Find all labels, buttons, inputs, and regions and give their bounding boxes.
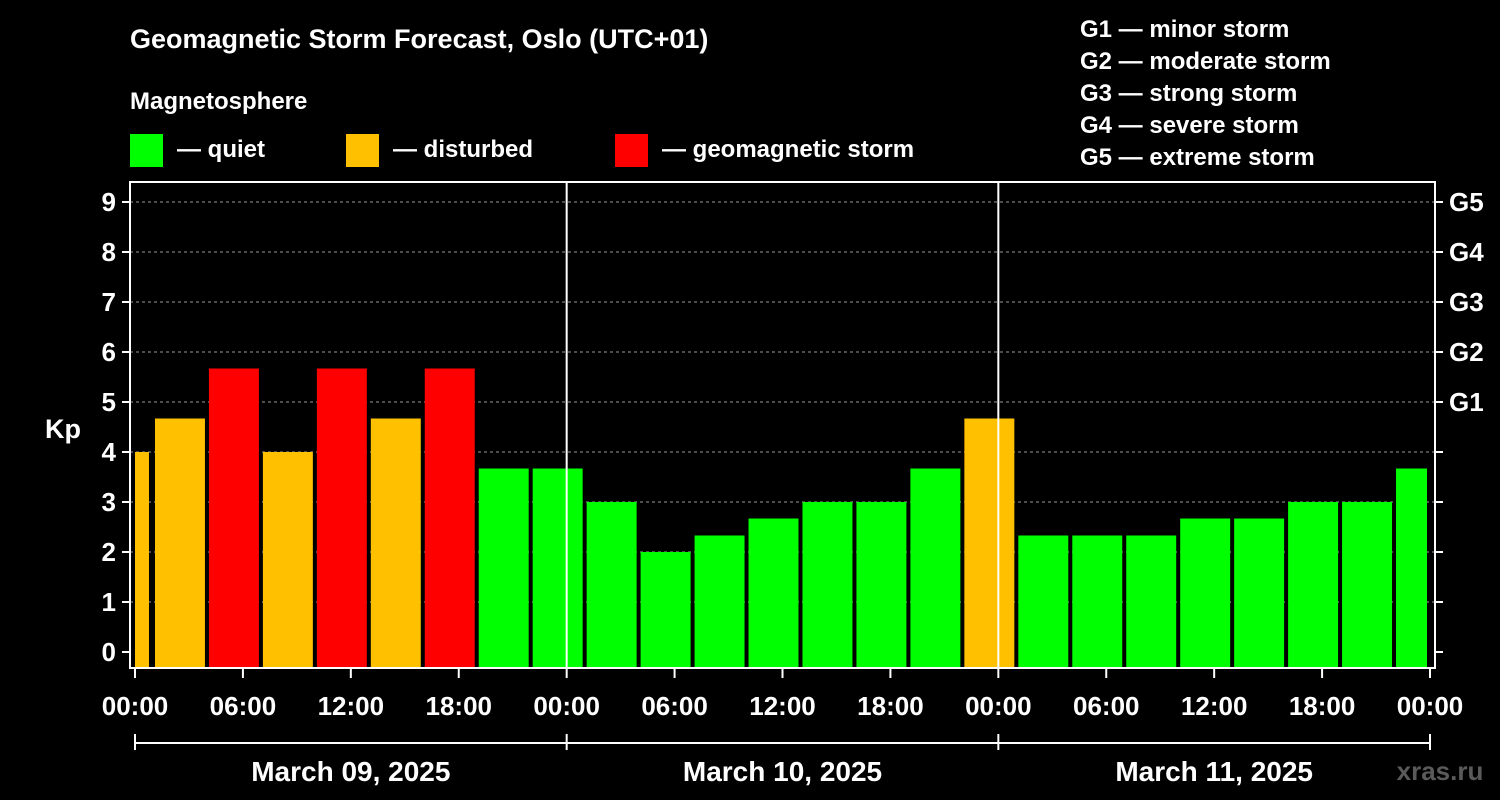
kp-bar	[1288, 502, 1339, 668]
y-tick-label: 6	[102, 337, 116, 367]
chart-title: Geomagnetic Storm Forecast, Oslo (UTC+01…	[130, 24, 708, 54]
kp-bar	[1342, 502, 1393, 668]
kp-bar	[586, 502, 637, 668]
kp-bar	[532, 468, 583, 668]
y-axis-label: Kp	[45, 414, 81, 444]
x-tick-label: 06:00	[641, 691, 708, 721]
x-tick-label: 18:00	[857, 691, 924, 721]
kp-bar	[1126, 535, 1177, 668]
g-scale-g3: G3 — strong storm	[1080, 80, 1297, 107]
legend-label-quiet: — quiet	[177, 136, 265, 163]
legend-swatch-disturbed	[346, 134, 379, 167]
kp-bar	[135, 452, 149, 668]
legend-heading: Magnetosphere	[130, 88, 307, 115]
kp-bar	[478, 468, 529, 668]
y-tick-label: 4	[102, 437, 117, 467]
x-tick-label: 06:00	[210, 691, 277, 721]
x-tick-label: 12:00	[1181, 691, 1248, 721]
kp-bar	[370, 418, 421, 668]
kp-bar	[424, 368, 475, 668]
kp-bar	[1018, 535, 1069, 668]
axes: 0 1 2 3 4 5 6 7 8 9 G1 G2 G3 G4 G5 00:00 06:00 12:00 18:00…	[102, 181, 1484, 787]
g-tick-label: G3	[1449, 287, 1484, 317]
legend-swatch-storm	[615, 134, 648, 167]
kp-bar	[640, 552, 691, 668]
g-scale-g2: G2 — moderate storm	[1080, 48, 1331, 75]
y-tick-label: 0	[102, 637, 116, 667]
x-tick-label: 00:00	[1397, 691, 1464, 721]
x-tick-label: 00:00	[102, 691, 169, 721]
g-tick-label: G2	[1449, 337, 1484, 367]
g-scale-g5: G5 — extreme storm	[1080, 144, 1315, 171]
kp-bar	[154, 418, 205, 668]
y-tick-label: 1	[102, 587, 116, 617]
watermark: xras.ru	[1397, 756, 1484, 786]
x-tick-label: 18:00	[426, 691, 493, 721]
x-tick-label: 12:00	[749, 691, 816, 721]
y-tick-label: 9	[102, 187, 116, 217]
g-tick-label: G4	[1449, 237, 1484, 267]
kp-bar	[856, 502, 907, 668]
x-tick-label: 18:00	[1289, 691, 1356, 721]
y-tick-label: 3	[102, 487, 116, 517]
bars	[135, 368, 1427, 668]
x-tick-label: 00:00	[965, 691, 1032, 721]
kp-bar	[694, 535, 745, 668]
kp-bar	[964, 418, 1015, 668]
g-scale-g1: G1 — minor storm	[1080, 16, 1289, 43]
g-tick-label: G1	[1449, 387, 1484, 417]
y-tick-label: 2	[102, 537, 116, 567]
kp-bar	[1396, 468, 1427, 668]
date-label: March 09, 2025	[251, 756, 450, 787]
kp-bar	[910, 468, 961, 668]
kp-bar	[262, 452, 313, 668]
y-tick-label: 8	[102, 237, 116, 267]
legend-swatch-quiet	[130, 134, 163, 167]
legend-label-storm: — geomagnetic storm	[662, 136, 914, 163]
y-tick-label: 7	[102, 287, 116, 317]
g-tick-label: G5	[1449, 187, 1484, 217]
kp-bar	[802, 502, 853, 668]
date-label: March 11, 2025	[1115, 756, 1313, 787]
g-scale-g4: G4 — severe storm	[1080, 112, 1299, 139]
x-tick-label: 06:00	[1073, 691, 1140, 721]
y-tick-label: 5	[102, 387, 116, 417]
kp-bar	[1072, 535, 1123, 668]
x-tick-label: 00:00	[533, 691, 600, 721]
kp-bar	[316, 368, 367, 668]
x-tick-label: 12:00	[318, 691, 385, 721]
legend-label-disturbed: — disturbed	[393, 136, 533, 163]
kp-bar	[1234, 518, 1285, 668]
kp-bar	[748, 518, 799, 668]
kp-bar	[1180, 518, 1231, 668]
date-label: March 10, 2025	[683, 756, 882, 787]
kp-bar	[208, 368, 259, 668]
